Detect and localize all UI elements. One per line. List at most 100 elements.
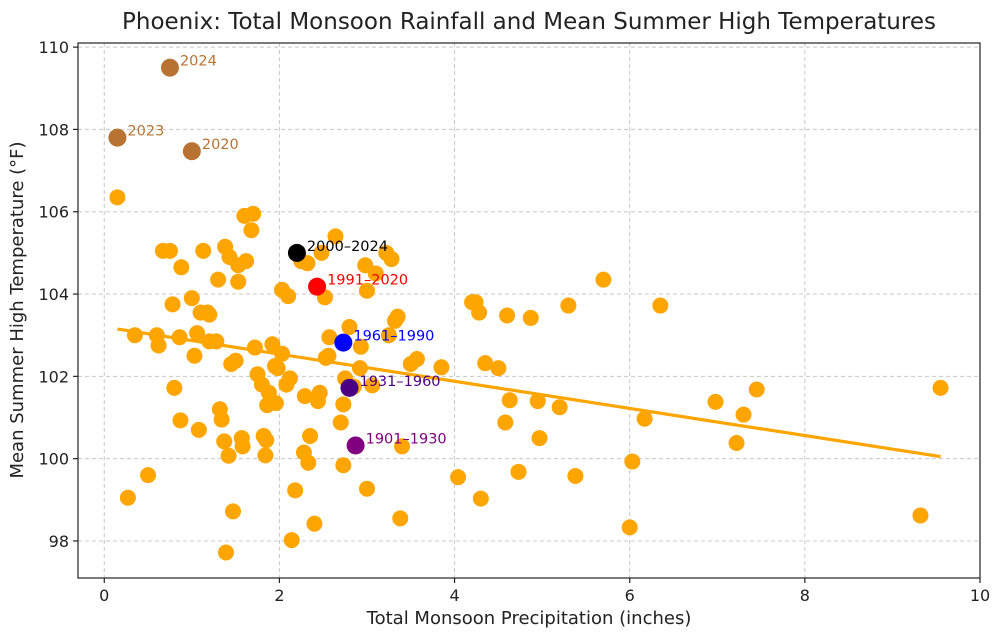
highlight-point bbox=[346, 436, 365, 455]
highlight-point bbox=[334, 333, 353, 352]
data-point bbox=[490, 360, 507, 377]
data-point bbox=[281, 370, 298, 387]
data-point bbox=[748, 381, 765, 398]
data-point bbox=[213, 411, 230, 428]
data-point bbox=[499, 307, 516, 324]
data-point bbox=[173, 259, 190, 276]
x-tick-label: 10 bbox=[970, 586, 990, 605]
data-point bbox=[283, 532, 300, 549]
data-point bbox=[246, 339, 263, 356]
data-point bbox=[320, 347, 337, 364]
data-point bbox=[472, 490, 489, 507]
data-point bbox=[186, 347, 203, 364]
data-points bbox=[109, 189, 949, 561]
highlight-point bbox=[287, 243, 306, 262]
data-point bbox=[351, 360, 368, 377]
data-point bbox=[257, 447, 274, 464]
x-tick-label: 4 bbox=[449, 586, 459, 605]
data-point bbox=[394, 438, 411, 455]
data-point bbox=[210, 271, 227, 288]
data-point bbox=[471, 304, 488, 321]
data-point bbox=[408, 351, 425, 368]
y-tick-label: 108 bbox=[38, 120, 69, 139]
data-point bbox=[335, 396, 352, 413]
x-tick-label: 0 bbox=[99, 586, 109, 605]
x-tick-label: 8 bbox=[800, 586, 810, 605]
data-point bbox=[183, 290, 200, 307]
data-point bbox=[551, 399, 568, 416]
data-point bbox=[227, 352, 244, 369]
data-point bbox=[238, 253, 255, 270]
data-point bbox=[392, 510, 409, 527]
x-tick-label: 6 bbox=[625, 586, 635, 605]
data-point bbox=[140, 467, 157, 484]
chart-title: Phoenix: Total Monsoon Rainfall and Mean… bbox=[122, 9, 936, 35]
axes-frame bbox=[77, 42, 981, 579]
x-tick-label: 2 bbox=[274, 586, 284, 605]
data-point bbox=[217, 544, 234, 561]
data-point bbox=[299, 255, 316, 272]
highlight-label: 2000–2024 bbox=[307, 239, 388, 255]
data-point bbox=[234, 438, 251, 455]
data-point bbox=[311, 384, 328, 401]
data-point bbox=[164, 296, 181, 313]
data-point bbox=[383, 251, 400, 268]
data-point bbox=[172, 412, 189, 429]
data-point bbox=[477, 355, 494, 372]
data-point bbox=[652, 297, 669, 314]
data-point bbox=[332, 414, 349, 431]
data-point bbox=[220, 447, 237, 464]
data-point bbox=[280, 288, 297, 305]
highlight-label: 1901–1930 bbox=[366, 431, 447, 447]
data-point bbox=[225, 503, 242, 520]
highlight-point bbox=[108, 128, 127, 147]
data-point bbox=[358, 480, 375, 497]
x-axis-label: Total Monsoon Precipitation (inches) bbox=[366, 608, 692, 629]
y-tick-label: 98 bbox=[49, 532, 69, 551]
data-point bbox=[245, 205, 262, 222]
highlight-label: 1991–2020 bbox=[327, 273, 408, 289]
data-point bbox=[522, 309, 539, 326]
data-point bbox=[189, 325, 206, 342]
data-point bbox=[728, 435, 745, 452]
data-point bbox=[624, 453, 641, 470]
highlight-point bbox=[340, 378, 359, 397]
highlight-point bbox=[308, 277, 327, 296]
data-point bbox=[195, 242, 212, 259]
data-point bbox=[171, 329, 188, 346]
data-point bbox=[321, 329, 338, 346]
highlight-label: 2024 bbox=[180, 54, 217, 70]
data-point bbox=[243, 222, 260, 239]
y-tick-label: 100 bbox=[38, 450, 69, 469]
data-point bbox=[497, 414, 514, 431]
data-point bbox=[302, 428, 319, 445]
data-point bbox=[433, 359, 450, 376]
data-point bbox=[269, 360, 286, 377]
data-point bbox=[296, 388, 313, 405]
data-point bbox=[389, 308, 406, 325]
data-point bbox=[335, 457, 352, 474]
highlight-label: 2020 bbox=[202, 137, 239, 153]
y-axis-ticks: 98 100 102 104 106 108 110 bbox=[38, 38, 78, 551]
data-point bbox=[109, 189, 126, 206]
data-point bbox=[380, 327, 397, 344]
y-tick-label: 104 bbox=[38, 285, 69, 304]
data-point bbox=[707, 393, 724, 410]
data-point bbox=[367, 265, 384, 282]
data-point bbox=[216, 433, 233, 450]
data-point bbox=[341, 318, 358, 335]
data-point bbox=[531, 430, 548, 447]
x-axis-ticks: 0 2 4 6 8 10 bbox=[99, 578, 990, 605]
y-tick-label: 106 bbox=[38, 203, 69, 222]
data-point bbox=[595, 271, 612, 288]
data-point bbox=[364, 377, 381, 394]
data-point bbox=[166, 379, 183, 396]
data-point bbox=[287, 482, 304, 499]
data-point bbox=[567, 467, 584, 484]
data-point bbox=[358, 282, 375, 299]
highlight-point bbox=[182, 142, 201, 161]
data-point bbox=[150, 337, 167, 354]
data-point bbox=[560, 297, 577, 314]
data-point bbox=[313, 244, 330, 261]
